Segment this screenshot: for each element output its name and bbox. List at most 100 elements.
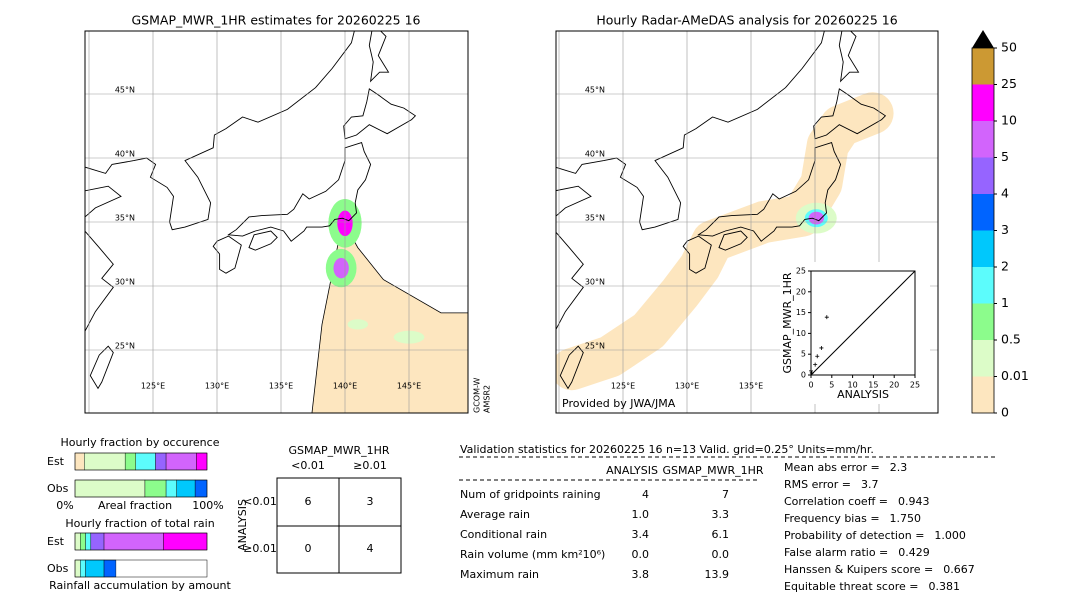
row-label: Obs	[47, 482, 69, 495]
bar-frame	[74, 559, 208, 578]
score-value: 0.667	[943, 563, 975, 576]
stat-label: Average rain	[460, 508, 530, 521]
colorbar-label: 25	[1001, 76, 1017, 91]
row-label: Est	[47, 455, 65, 468]
cell: 0	[305, 542, 312, 555]
colorbar-label: 5	[1001, 149, 1009, 164]
stat-value: 7	[722, 488, 729, 501]
fraction-segment	[85, 532, 92, 551]
score-label: RMS error =	[784, 478, 851, 491]
score-value: 0.943	[898, 495, 930, 508]
colorbar-label: 0.5	[1001, 332, 1021, 347]
fraction-segment	[103, 532, 164, 551]
y-tick-label: 20	[796, 287, 806, 296]
colorbar-label: 1	[1001, 295, 1009, 310]
col-head: ANALYSIS	[606, 464, 658, 477]
fraction-segment	[74, 452, 85, 471]
x-tick-label: 20	[889, 381, 899, 390]
lat-label: 45°N	[115, 86, 135, 95]
right-map	[556, 31, 938, 413]
score-value: 2.3	[890, 461, 908, 474]
coastline	[85, 31, 355, 231]
lat-label: 25°N	[585, 342, 605, 351]
fraction-segment	[155, 452, 167, 471]
lat-label: 40°N	[585, 150, 605, 159]
rain-cell	[808, 211, 824, 225]
cell: 6	[305, 495, 312, 508]
score-value: 0.381	[928, 580, 960, 593]
y-tick-label: 0	[801, 371, 806, 380]
row-head: ≥0.01	[243, 542, 277, 555]
score-label: Correlation coeff =	[784, 495, 888, 508]
score-value: 1.750	[890, 512, 922, 525]
score-value: 1.000	[934, 529, 966, 542]
table-ylabel: ANALYSIS	[236, 499, 249, 551]
fraction-segment	[165, 452, 197, 471]
coastline	[556, 231, 584, 331]
stat-value: 3.8	[632, 568, 650, 581]
coastline	[343, 88, 417, 140]
stat-value: 1.0	[632, 508, 650, 521]
y-tick-label: 10	[796, 329, 806, 338]
colorbar-segment	[972, 340, 994, 377]
stat-value: 0.0	[632, 548, 650, 561]
lat-label: 30°N	[115, 278, 135, 287]
row-label: Est	[47, 535, 65, 548]
score-label: Mean abs error =	[784, 461, 880, 474]
right-map-frame	[555, 30, 939, 414]
colorbar-label: 4	[1001, 186, 1009, 201]
y-tick-label: 15	[796, 308, 806, 317]
score-label: Probability of detection =	[784, 529, 924, 542]
score-label: Frequency bias =	[784, 512, 880, 525]
fraction-segment	[80, 559, 86, 578]
credit: Provided by JWA/JMA	[562, 397, 676, 410]
coastline	[718, 230, 748, 251]
stat-label: Conditional rain	[460, 528, 547, 541]
bar-frame	[74, 532, 208, 551]
scatter-point	[809, 368, 813, 373]
lon-label: 130°E	[675, 382, 699, 391]
scatter-point	[809, 370, 814, 375]
sensor-label: GCOM-W	[473, 377, 482, 413]
table-title: GSMAP_MWR_1HR	[288, 444, 389, 457]
fraction-segment	[74, 479, 146, 498]
score-label: Hanssen & Kuipers score =	[784, 563, 933, 576]
x-tick-label: 10	[848, 381, 858, 390]
scatter-ylabel: GSMAP_MWR_1HR	[781, 272, 794, 373]
lon-label: 125°E	[611, 382, 635, 391]
x-tick-label: 25	[910, 381, 920, 390]
col-head: ≥0.01	[353, 459, 387, 472]
frac-footer: Rainfall accumulation by amount	[49, 579, 231, 592]
scatter-point	[824, 315, 829, 320]
col-head: <0.01	[291, 459, 325, 472]
lon-label: 135°E	[739, 382, 763, 391]
fraction-segment	[196, 452, 208, 471]
coastline	[838, 31, 860, 83]
cell: 4	[367, 542, 374, 555]
frac-axis: Areal fraction	[98, 499, 172, 512]
coastline	[227, 142, 372, 242]
colorbar-extend	[972, 30, 994, 48]
fraction-segment	[103, 559, 117, 578]
lat-label: 35°N	[585, 214, 605, 223]
colorbar-label: 10	[1001, 113, 1017, 128]
colorbar-segment	[972, 267, 994, 304]
score-label: False alarm ratio =	[784, 546, 888, 559]
stat-label: Num of gridpoints raining	[460, 488, 601, 501]
colorbar-label: 50	[1001, 40, 1017, 55]
colorbar-segment	[972, 303, 994, 340]
stat-value: 13.9	[705, 568, 730, 581]
colorbar-segment	[972, 230, 994, 267]
sensor-label: AMSR2	[483, 385, 492, 413]
coastline	[559, 345, 584, 390]
left-map	[85, 31, 468, 413]
left-map-frame	[84, 30, 469, 414]
frac-title: Hourly fraction of total rain	[65, 517, 214, 530]
bar-frame	[74, 452, 208, 471]
score-value: 3.7	[861, 478, 879, 491]
stat-value: 0.0	[712, 548, 730, 561]
coastline	[212, 235, 242, 274]
scatter-point	[813, 362, 818, 367]
row-head: <0.01	[243, 495, 277, 508]
coastline	[89, 345, 114, 390]
